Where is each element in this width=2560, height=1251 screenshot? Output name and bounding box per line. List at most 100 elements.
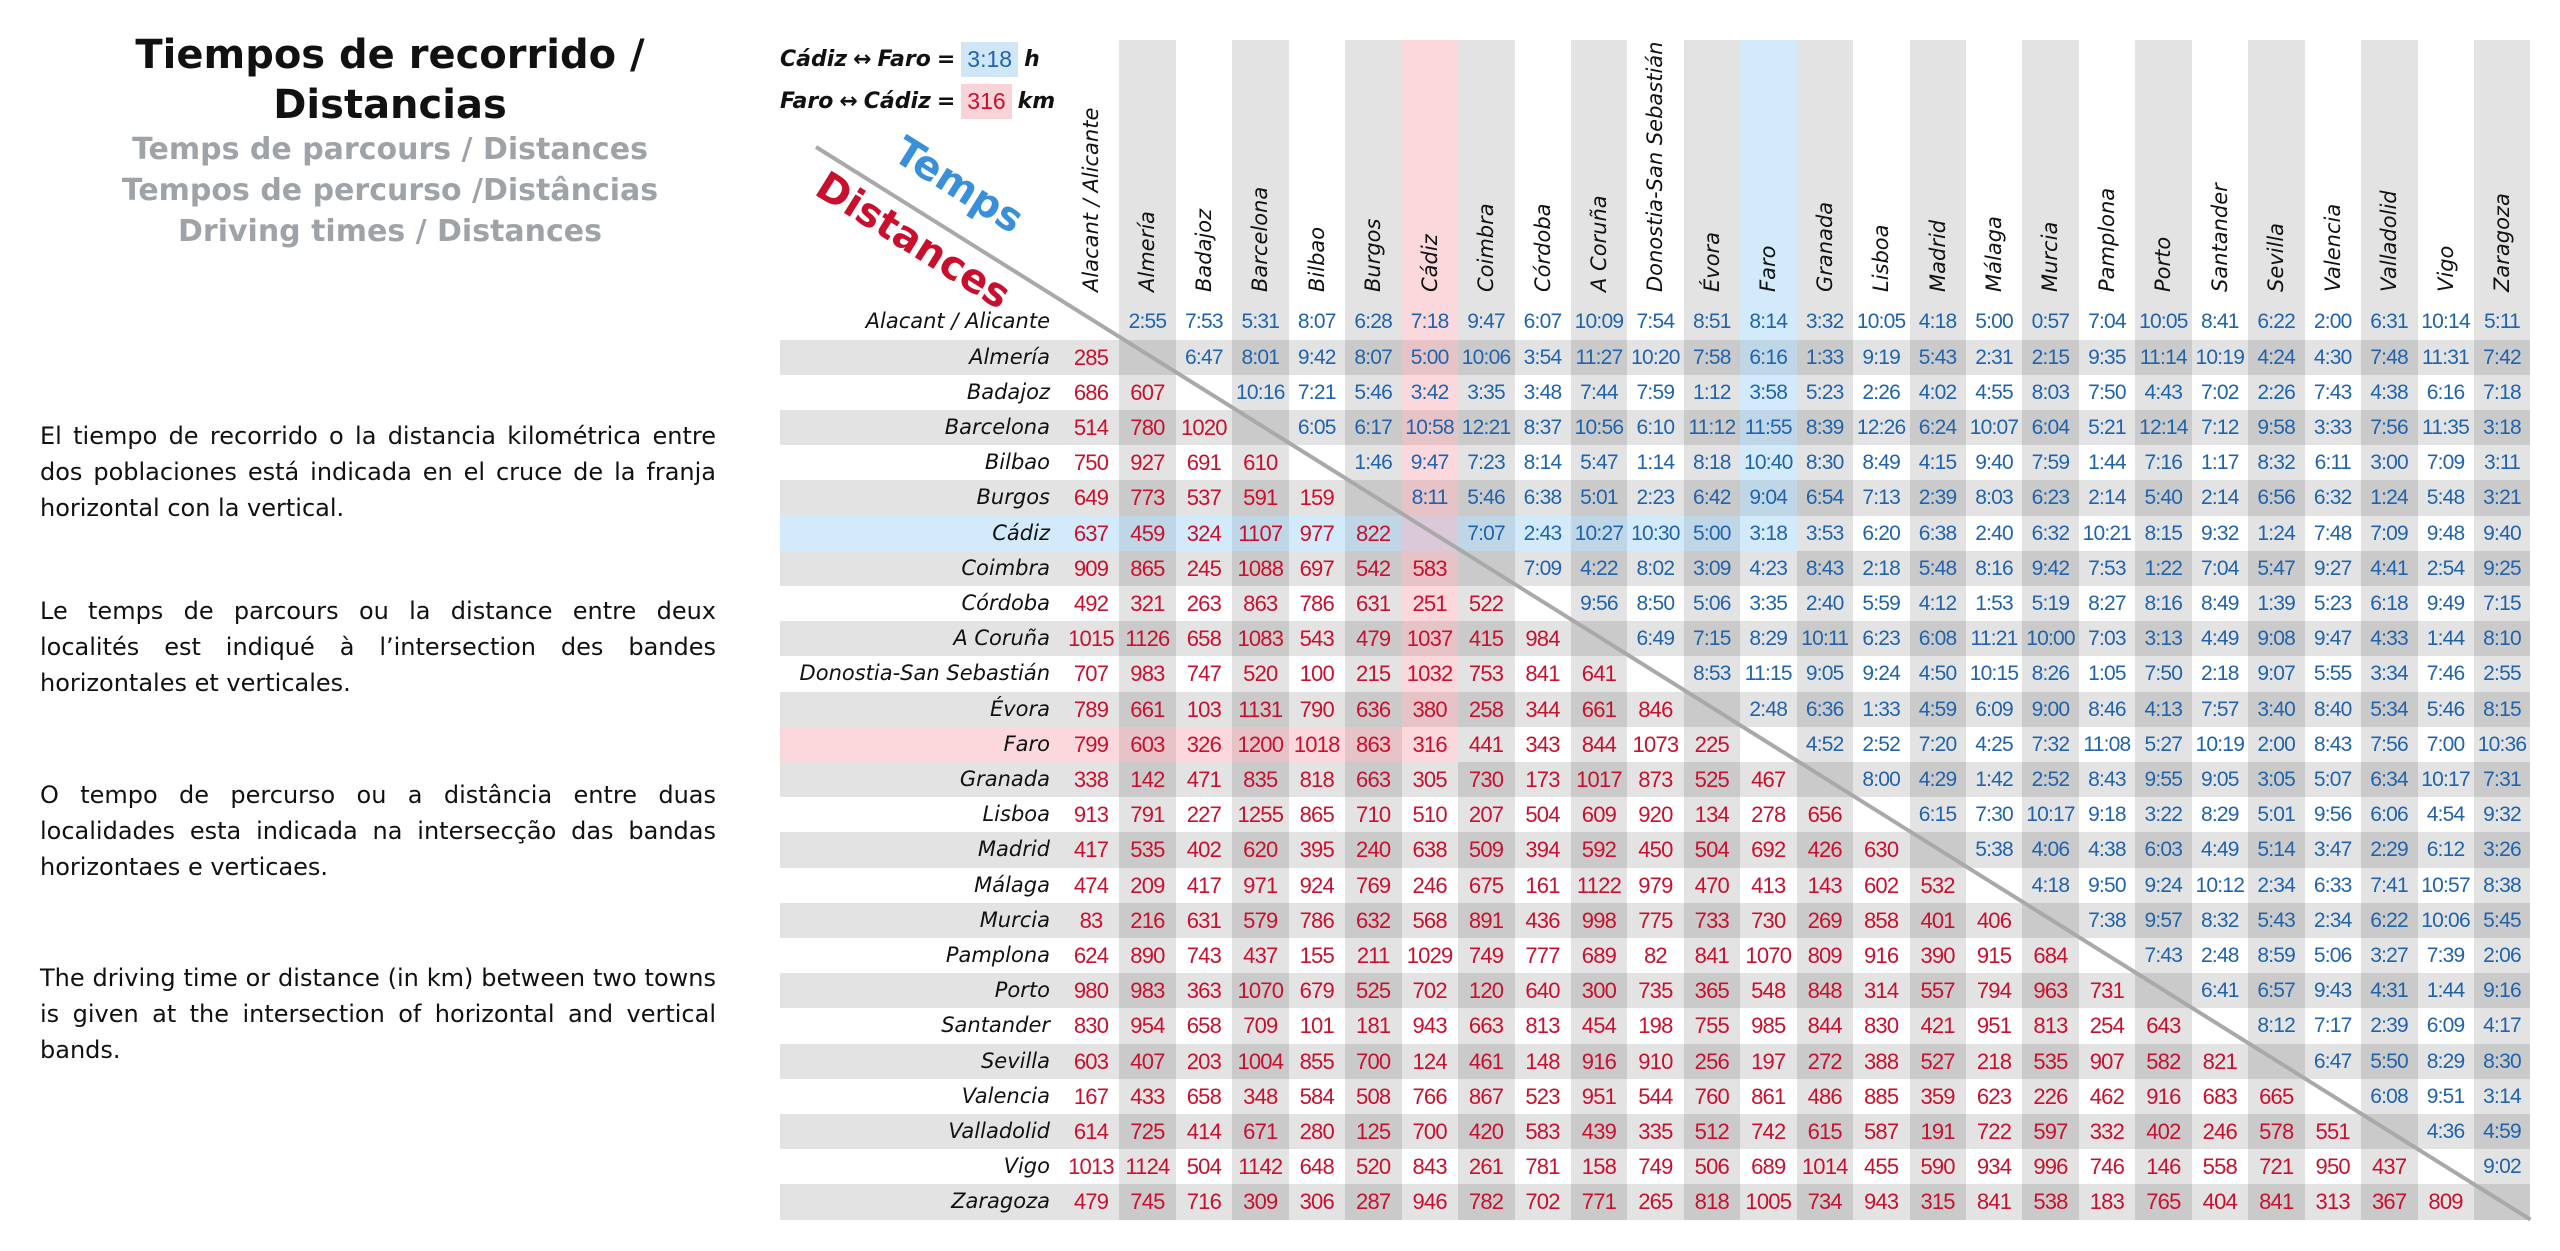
distance-cell: 578	[2259, 1119, 2294, 1144]
time-cell: 8:15	[2144, 521, 2183, 545]
time-cell: 5:19	[2031, 592, 2070, 615]
time-cell: 5:01	[1580, 486, 1618, 510]
time-cell: 7:50	[2088, 380, 2126, 404]
time-cell: 6:54	[1805, 486, 1844, 510]
time-cell: 6:07	[1523, 310, 1562, 334]
time-cell: 11:12	[1688, 416, 1736, 439]
distance-cell: 544	[1638, 1083, 1673, 1109]
distance-cell: 697	[1299, 555, 1335, 581]
time-cell: 10:00	[2026, 627, 2075, 651]
distance-cell: 731	[2089, 978, 2125, 1004]
row-stripe	[780, 762, 2531, 798]
distance-cell: 245	[1186, 555, 1222, 581]
distance-cell: 254	[2089, 1013, 2125, 1039]
time-cell: 1:44	[2426, 627, 2465, 651]
distance-cell: 420	[1468, 1119, 1504, 1144]
time-cell: 6:38	[1918, 521, 1957, 545]
time-cell: 9:55	[2144, 768, 2183, 791]
row-stripe	[780, 1114, 2531, 1150]
distance-cell: 984	[1525, 626, 1560, 652]
time-cell: 5:01	[2257, 803, 2296, 827]
legend-time-value: 3:18	[961, 42, 1019, 77]
time-cell: 8:16	[2144, 592, 2183, 615]
time-cell: 8:11	[1411, 486, 1449, 510]
row-label: Faro	[1003, 731, 1050, 756]
time-cell: 4:15	[1918, 451, 1957, 475]
row-label: Córdoba	[961, 591, 1050, 615]
time-cell: 6:57	[2257, 979, 2296, 1003]
distance-cell: 841	[2259, 1189, 2294, 1215]
time-cell: 9:47	[1467, 310, 1505, 334]
distance-cell: 181	[1356, 1013, 1391, 1039]
time-cell: 7:32	[2031, 732, 2070, 756]
time-cell: 7:15	[2483, 592, 2521, 615]
distance-cell: 306	[1299, 1189, 1335, 1215]
distance-cell: 315	[1920, 1189, 1955, 1215]
distance-cell: 211	[1356, 943, 1390, 968]
time-cell: 9:27	[2313, 556, 2352, 580]
distance-cell: 855	[1299, 1048, 1335, 1074]
distance-cell: 1255	[1237, 802, 1284, 828]
distance-cell: 844	[1581, 731, 1617, 757]
distance-cell: 538	[2033, 1189, 2068, 1215]
description-pt: O tempo de percurso ou a distância entre…	[40, 781, 716, 881]
time-cell: 10:17	[2026, 803, 2075, 827]
time-cell: 6:09	[2426, 1014, 2465, 1038]
time-cell: 8:43	[1805, 556, 1844, 580]
distance-cell: 671	[1243, 1119, 1278, 1144]
distance-cell: 417	[1186, 872, 1222, 898]
time-cell: 4:18	[1918, 310, 1957, 334]
time-cell: 6:32	[2031, 521, 2070, 545]
distance-cell: 227	[1186, 802, 1222, 828]
time-cell: 3:14	[2483, 1084, 2521, 1108]
distance-cell: 684	[2033, 943, 2068, 968]
distance-cell: 359	[1920, 1083, 1955, 1109]
time-cell: 5:07	[2313, 768, 2352, 791]
time-cell: 7:17	[2313, 1014, 2352, 1038]
time-cell: 5:00	[1692, 521, 1731, 545]
distance-cell: 722	[1976, 1119, 2012, 1144]
time-cell: 7:09	[2426, 451, 2465, 475]
time-cell: 5:21	[2088, 416, 2126, 439]
time-cell: 4:41	[2370, 556, 2408, 580]
distance-cell: 916	[1864, 943, 1899, 968]
time-cell: 5:50	[2370, 1049, 2408, 1073]
time-cell: 2:14	[2088, 486, 2126, 510]
distance-cell: 542	[1356, 555, 1391, 581]
legend-distance-example: Faro ↔ Cádiz = 316 km	[780, 84, 1055, 119]
distance-cell: 648	[1299, 1154, 1335, 1180]
time-cell: 5:46	[1467, 486, 1505, 510]
distance-cell: 413	[1751, 872, 1786, 898]
distance-cell: 821	[2202, 1048, 2238, 1074]
distance-cell: 661	[1130, 696, 1165, 722]
time-cell: 7:07	[1467, 521, 1505, 545]
time-cell: 1:44	[2426, 979, 2465, 1003]
legend-to: Faro	[877, 47, 931, 72]
distance-cell: 858	[1864, 907, 1899, 933]
distance-cell: 743	[1186, 943, 1222, 968]
distance-cell: 520	[1243, 661, 1278, 687]
distance-cell: 324	[1186, 520, 1222, 546]
distance-cell: 390	[1920, 943, 1955, 968]
time-cell: 7:18	[2483, 380, 2521, 404]
row-stripe	[780, 480, 2531, 516]
time-cell: 3:34	[2370, 662, 2408, 686]
distance-cell: 218	[1976, 1048, 2012, 1074]
distance-cell: 269	[1807, 907, 1843, 933]
time-cell: 12:26	[1856, 416, 1906, 439]
distance-cell: 215	[1356, 661, 1391, 687]
time-cell: 2:26	[2257, 380, 2296, 404]
distance-cell: 873	[1638, 767, 1673, 792]
distance-cell: 913	[1073, 802, 1109, 828]
time-cell: 9:32	[2200, 521, 2239, 545]
time-cell: 2:18	[2200, 662, 2239, 686]
time-cell: 8:30	[1805, 451, 1844, 475]
row-label: Évora	[989, 696, 1050, 721]
distance-cell: 583	[1525, 1119, 1560, 1144]
distance-cell: 591	[1243, 485, 1278, 511]
time-cell: 3:27	[2370, 944, 2408, 967]
time-cell: 8:41	[2200, 310, 2239, 334]
time-cell: 6:49	[1636, 627, 1675, 651]
time-cell: 6:24	[1918, 416, 1957, 439]
distance-cell: 509	[1468, 837, 1504, 863]
